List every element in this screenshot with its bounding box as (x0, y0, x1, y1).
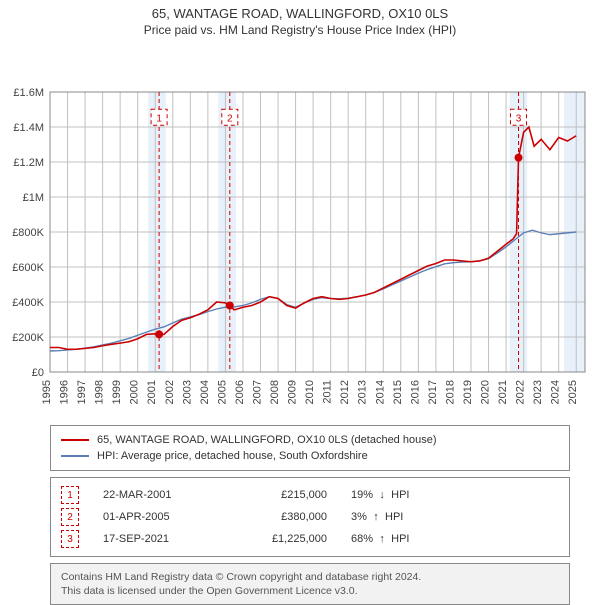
svg-text:1997: 1997 (76, 380, 88, 404)
svg-text:1999: 1999 (111, 380, 123, 404)
arrow-up-icon: ↑ (370, 511, 382, 523)
event-date: 22-MAR-2001 (103, 489, 213, 501)
event-date: 17-SEP-2021 (103, 533, 213, 545)
svg-text:1998: 1998 (94, 380, 106, 404)
svg-text:2004: 2004 (199, 380, 211, 404)
legend-label: HPI: Average price, detached house, Sout… (97, 450, 368, 462)
svg-text:2003: 2003 (181, 380, 193, 404)
event-diff: 68% ↑ HPI (351, 533, 409, 545)
svg-text:2019: 2019 (462, 380, 474, 404)
svg-text:£200K: £200K (12, 332, 44, 344)
event-id-badge: 3 (61, 530, 79, 548)
arrow-up-icon: ↑ (376, 533, 388, 545)
svg-text:£1.6M: £1.6M (13, 87, 44, 99)
svg-text:2007: 2007 (251, 380, 263, 404)
chart-titles: 65, WANTAGE ROAD, WALLINGFORD, OX10 0LS … (0, 0, 600, 37)
legend: 65, WANTAGE ROAD, WALLINGFORD, OX10 0LS … (50, 425, 570, 471)
attribution-footer: Contains HM Land Registry data © Crown c… (50, 563, 570, 605)
svg-text:1995: 1995 (41, 380, 53, 404)
svg-text:2020: 2020 (480, 380, 492, 404)
legend-swatch (61, 439, 89, 441)
events-table: 1 22-MAR-2001 £215,000 19% ↓ HPI 2 01-APR-200… (50, 477, 570, 557)
arrow-down-icon: ↓ (376, 489, 388, 501)
chart-area: £0 £200K £400K £600K £800K £1M £1.2M £1.4M £1.6M… (0, 37, 600, 417)
svg-text:2022: 2022 (515, 380, 527, 404)
event-price: £1,225,000 (237, 533, 327, 545)
event-price: £380,000 (237, 511, 327, 523)
svg-text:2008: 2008 (269, 380, 281, 404)
svg-text:£1.2M: £1.2M (13, 157, 44, 169)
footer-line: Contains HM Land Registry data © Crown c… (61, 570, 559, 584)
chart-subtitle: Price paid vs. HM Land Registry's House … (0, 23, 600, 37)
svg-text:2013: 2013 (357, 380, 369, 404)
svg-text:2018: 2018 (444, 380, 456, 404)
svg-text:2: 2 (227, 113, 233, 124)
svg-text:2023: 2023 (532, 380, 544, 404)
svg-text:£1.4M: £1.4M (13, 122, 44, 134)
svg-text:2010: 2010 (304, 380, 316, 404)
svg-text:£0: £0 (32, 367, 44, 379)
svg-text:£600K: £600K (12, 262, 44, 274)
svg-text:2011: 2011 (322, 380, 334, 404)
svg-text:2017: 2017 (427, 380, 439, 404)
svg-text:2015: 2015 (392, 380, 404, 404)
event-price: £215,000 (237, 489, 327, 501)
event-id-badge: 2 (61, 508, 79, 526)
svg-text:2001: 2001 (146, 380, 158, 404)
event-id-badge: 1 (61, 486, 79, 504)
event-diff: 19% ↓ HPI (351, 489, 409, 501)
svg-text:2005: 2005 (216, 380, 228, 404)
svg-text:2024: 2024 (550, 380, 562, 404)
svg-text:2021: 2021 (497, 380, 509, 404)
line-chart: £0 £200K £400K £600K £800K £1M £1.2M £1.4M £1.6M… (0, 37, 600, 417)
svg-text:3: 3 (516, 113, 522, 124)
svg-text:1996: 1996 (59, 380, 71, 404)
legend-label: 65, WANTAGE ROAD, WALLINGFORD, OX10 0LS … (97, 434, 437, 446)
event-diff: 3% ↑ HPI (351, 511, 403, 523)
svg-text:2012: 2012 (339, 380, 351, 404)
event-row: 2 01-APR-2005 £380,000 3% ↑ HPI (61, 506, 559, 528)
svg-text:2006: 2006 (234, 380, 246, 404)
svg-text:1: 1 (156, 113, 162, 124)
svg-text:£800K: £800K (12, 227, 44, 239)
svg-text:2000: 2000 (129, 380, 141, 404)
legend-row: HPI: Average price, detached house, Sout… (61, 448, 559, 464)
event-date: 01-APR-2005 (103, 511, 213, 523)
event-marker (155, 330, 163, 338)
legend-swatch (61, 455, 89, 457)
legend-row: 65, WANTAGE ROAD, WALLINGFORD, OX10 0LS … (61, 432, 559, 448)
event-marker (515, 154, 523, 162)
svg-text:2016: 2016 (409, 380, 421, 404)
footer-line: This data is licensed under the Open Gov… (61, 584, 559, 598)
event-row: 3 17-SEP-2021 £1,225,000 68% ↑ HPI (61, 528, 559, 550)
chart-title: 65, WANTAGE ROAD, WALLINGFORD, OX10 0LS (0, 6, 600, 21)
event-marker (226, 302, 234, 310)
svg-text:£1M: £1M (23, 192, 44, 204)
svg-text:2002: 2002 (164, 380, 176, 404)
event-row: 1 22-MAR-2001 £215,000 19% ↓ HPI (61, 484, 559, 506)
svg-text:2009: 2009 (287, 380, 299, 404)
svg-text:2025: 2025 (567, 380, 579, 404)
svg-text:£400K: £400K (12, 297, 44, 309)
svg-text:2014: 2014 (374, 380, 386, 404)
